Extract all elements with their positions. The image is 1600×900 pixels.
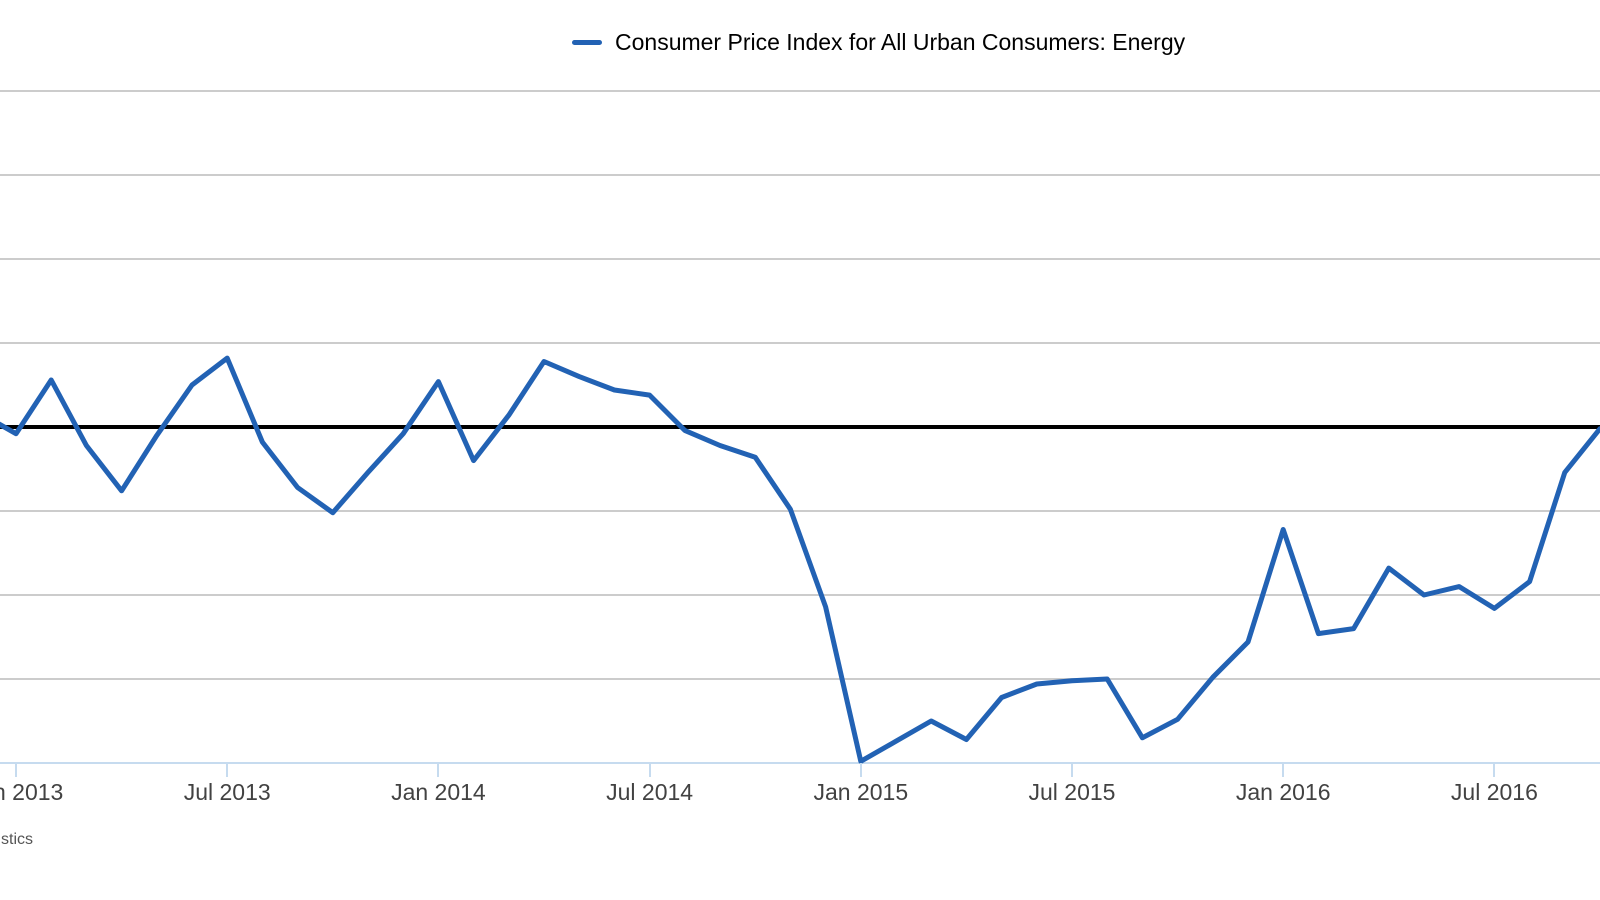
legend-line-swatch	[572, 39, 602, 45]
x-tick-label: Jul 2016	[1450, 779, 1538, 805]
x-tick	[226, 763, 229, 777]
y-gridline	[0, 510, 1600, 512]
x-tick-label: Jan 2014	[391, 779, 486, 805]
x-tick-label: Jan 2016	[1235, 779, 1331, 805]
y-gridline	[0, 594, 1600, 596]
x-tick	[1071, 763, 1073, 777]
series-line	[0, 355, 1600, 764]
y-gridline	[0, 678, 1600, 680]
y-gridline	[0, 174, 1600, 176]
y-gridline	[0, 90, 1600, 92]
x-tick-label: Jul 2013	[183, 779, 271, 805]
x-tick-label: Jan 2015	[813, 779, 909, 805]
source-note: Source: U.S. Bureau of Labor Statistics	[0, 831, 33, 848]
legend: Consumer Price Index for All Urban Consu…	[572, 27, 1185, 57]
x-tick-label: Jan 2013	[0, 779, 64, 805]
y-gridline	[0, 258, 1600, 260]
x-tick-label: Jul 2014	[606, 779, 694, 805]
legend-label: Consumer Price Index for All Urban Consu…	[615, 28, 1186, 55]
x-tick	[859, 763, 862, 777]
x-tick	[1493, 763, 1496, 777]
source-note-clip: Source: U.S. Bureau of Labor Statistics	[0, 831, 34, 857]
x-tick	[15, 763, 17, 777]
x-tick	[648, 763, 651, 777]
y-gridline	[0, 342, 1600, 344]
zero-line	[0, 425, 1600, 429]
x-axis-line	[0, 762, 1600, 764]
x-tick	[1282, 763, 1285, 777]
x-tick	[437, 763, 440, 777]
x-tick-label: Jul 2015	[1028, 779, 1116, 805]
